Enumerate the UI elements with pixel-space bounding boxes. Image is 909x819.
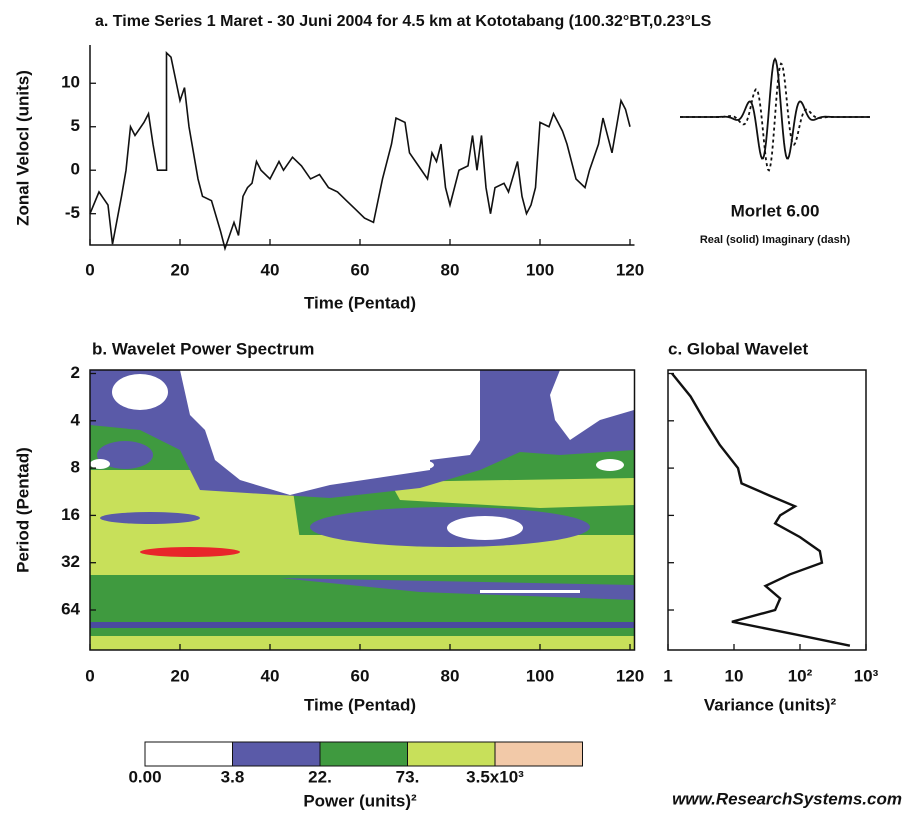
colorbar-swatch: [319, 741, 408, 767]
x-tick-label: 20: [171, 666, 190, 685]
y-tick-label: 0: [71, 160, 80, 179]
chart-title: b. Wavelet Power Spectrum: [92, 339, 314, 358]
x-tick-label: 80: [441, 666, 460, 685]
x-tick-label: 60: [351, 260, 370, 279]
x-tick-label: 10: [725, 666, 744, 685]
x-tick-label: 100: [526, 666, 554, 685]
y-tick-label: 10: [61, 73, 80, 92]
x-axis-label: Time (Pentad): [304, 293, 416, 312]
y-tick-label: 64: [61, 599, 80, 618]
x-axis-label: Variance (units)²: [704, 695, 837, 714]
x-tick-label: 0: [85, 260, 94, 279]
x-tick-label: 80: [441, 260, 460, 279]
x-tick-label: 0: [85, 666, 94, 685]
x-tick-label: 20: [171, 260, 190, 279]
y-axis-label: Zonal Velocl (units): [13, 70, 32, 226]
x-tick-label: 40: [261, 260, 280, 279]
data-line: [89, 50, 631, 252]
colorbar: 0.00 3.8 22. 73. 3.5x10³: [128, 741, 583, 786]
wavelet-note: Real (solid) Imaginary (dash): [700, 234, 851, 246]
contour: [90, 370, 634, 650]
wavelet-imaginary: [680, 62, 870, 172]
y-tick-label: 32: [61, 552, 80, 571]
chart-title: a. Time Series 1 Maret - 30 Juni 2004 fo…: [95, 13, 712, 30]
y-tick-label: 5: [71, 116, 80, 135]
colorbar-swatch: [494, 741, 583, 767]
y-axis-label: Period (Pentad): [13, 447, 32, 573]
plot-frame: [667, 369, 867, 651]
wavelet-real: [680, 57, 870, 160]
x-tick-label: 1: [663, 666, 672, 685]
morlet-wavelet: [680, 57, 870, 172]
global-wavelet-line: [671, 372, 851, 647]
x-axis-label: Time (Pentad): [304, 695, 416, 714]
x-tick-label: 10²: [788, 666, 813, 685]
plot-frame: [89, 369, 636, 651]
colorbar-label: 73.: [396, 767, 420, 786]
colorbar-swatch: [407, 741, 496, 767]
colorbar-title: Power (units)²: [303, 791, 417, 810]
x-tick-label: 100: [526, 260, 554, 279]
y-tick-label: 16: [61, 505, 80, 524]
colorbar-swatch: [144, 741, 233, 767]
y-tick-label: 8: [71, 458, 80, 477]
x-tick-label: 60: [351, 666, 370, 685]
colorbar-label: 3.8: [221, 767, 245, 786]
colorbar-label: 3.5x10³: [466, 767, 524, 786]
chart-title: c. Global Wavelet: [668, 339, 808, 358]
x-tick-label: 10³: [854, 666, 879, 685]
colorbar-swatch: [232, 741, 321, 767]
colorbar-label: 0.00: [128, 767, 161, 786]
x-tick-label: 40: [261, 666, 280, 685]
wavelet-name: Morlet 6.00: [731, 201, 820, 220]
footer-url: www.ResearchSystems.com: [672, 789, 902, 808]
y-tick-label: -5: [65, 203, 80, 222]
y-tick-label: 2: [71, 363, 80, 382]
colorbar-label: 22.: [308, 767, 332, 786]
x-tick-label: 120: [616, 666, 644, 685]
x-tick-label: 120: [616, 260, 644, 279]
y-tick-label: 4: [71, 410, 81, 429]
